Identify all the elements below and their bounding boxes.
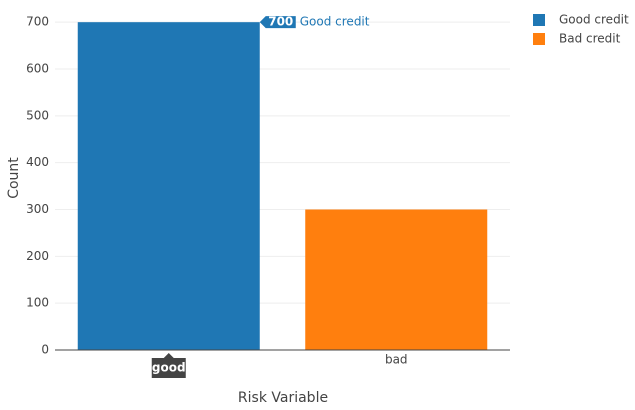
x-tick-label: bad — [385, 353, 408, 367]
y-tick-label: 500 — [26, 108, 49, 122]
hover-value: 700 — [268, 15, 293, 29]
hover-x-label: good — [152, 361, 186, 375]
bar — [77, 22, 260, 351]
hover-x-box — [151, 353, 186, 378]
legend-label: Bad credit — [559, 32, 621, 46]
y-tick-label: 600 — [26, 62, 49, 76]
y-tick-label: 300 — [26, 202, 49, 216]
legend-swatch — [533, 14, 545, 26]
hover-box — [259, 16, 296, 29]
x-axis-title: Risk Variable — [238, 390, 328, 406]
y-tick-label: 0 — [41, 343, 49, 357]
y-axis-title: Count — [6, 157, 22, 199]
legend-swatch — [533, 33, 545, 45]
y-tick-label: 400 — [26, 155, 49, 169]
y-tick-label: 700 — [26, 15, 49, 29]
y-tick-label: 100 — [26, 296, 49, 310]
legend-label: Good credit — [559, 13, 629, 27]
y-tick-label: 200 — [26, 249, 49, 263]
hover-name: Good credit — [300, 15, 370, 29]
bar — [305, 209, 488, 350]
